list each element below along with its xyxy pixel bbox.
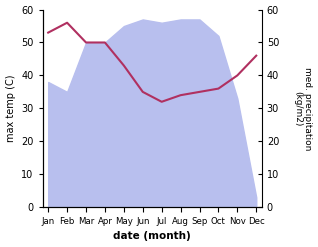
X-axis label: date (month): date (month) bbox=[113, 231, 191, 242]
Y-axis label: med. precipitation
(kg/m2): med. precipitation (kg/m2) bbox=[293, 67, 313, 150]
Y-axis label: max temp (C): max temp (C) bbox=[5, 75, 16, 142]
